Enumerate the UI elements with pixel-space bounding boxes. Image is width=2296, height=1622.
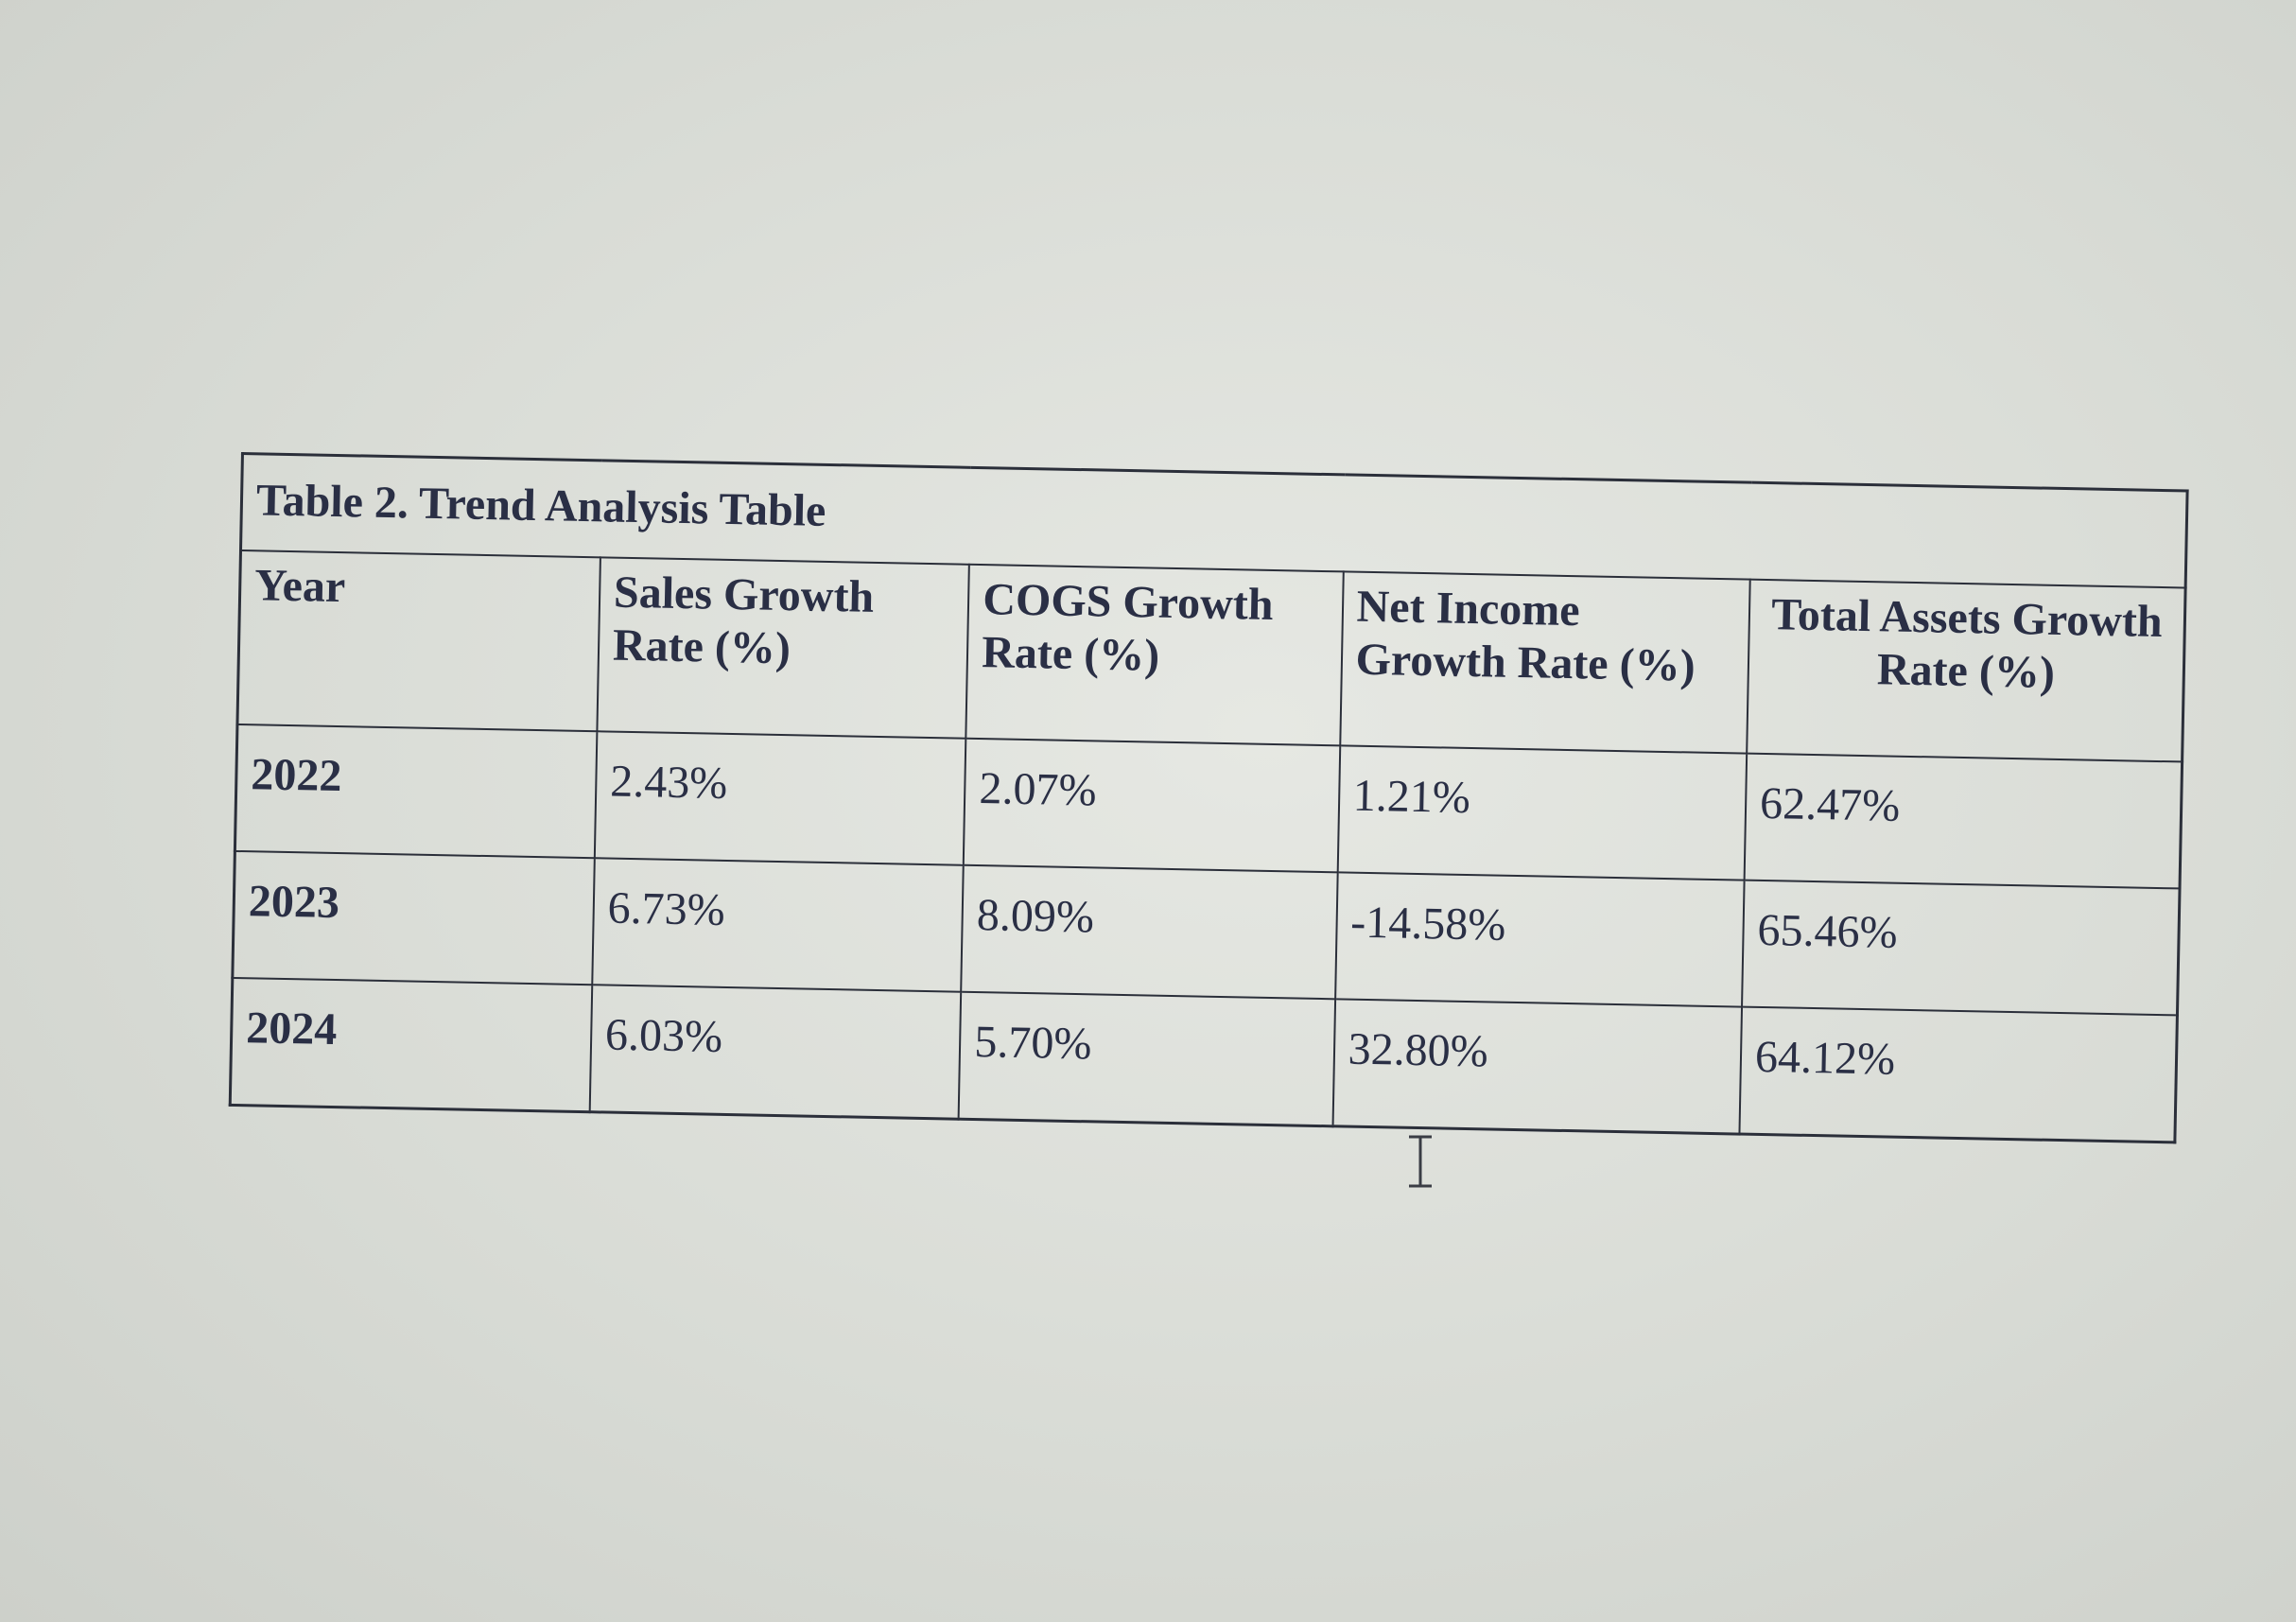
net-income-growth-cell: 1.21% [1337, 745, 1748, 881]
sales-growth-cell: 6.73% [592, 858, 964, 992]
year-cell: 2022 [235, 724, 598, 859]
sales-growth-cell: 2.43% [594, 731, 966, 865]
cogs-growth-cell: 8.09% [961, 864, 1338, 1000]
header-total-assets-growth: Total Assets Growth Rate (%) [1747, 579, 2186, 762]
total-assets-growth-cell: 64.12% [1739, 1006, 2178, 1142]
net-income-growth-cell: 32.80% [1332, 999, 1743, 1135]
total-assets-growth-cell: 65.46% [1742, 880, 2181, 1016]
total-assets-growth-cell: 62.47% [1744, 753, 2183, 889]
header-net-income-growth: Net Income Growth Rate (%) [1339, 571, 1750, 754]
year-cell: 2023 [232, 850, 595, 985]
cogs-growth-cell: 5.70% [958, 991, 1335, 1126]
year-cell: 2024 [230, 977, 593, 1112]
text-cursor-icon [1409, 1135, 1432, 1188]
header-sales-growth: Sales Growth Rate (%) [597, 557, 970, 739]
header-cogs-growth: COGS Growth Rate (%) [965, 564, 1344, 746]
sales-growth-cell: 6.03% [589, 985, 962, 1120]
net-income-growth-cell: -14.58% [1334, 872, 1745, 1007]
trend-analysis-table: Table 2. Trend Analysis Table Year Sales… [228, 452, 2189, 1144]
cogs-growth-cell: 2.07% [963, 738, 1340, 873]
header-year: Year [236, 550, 600, 732]
